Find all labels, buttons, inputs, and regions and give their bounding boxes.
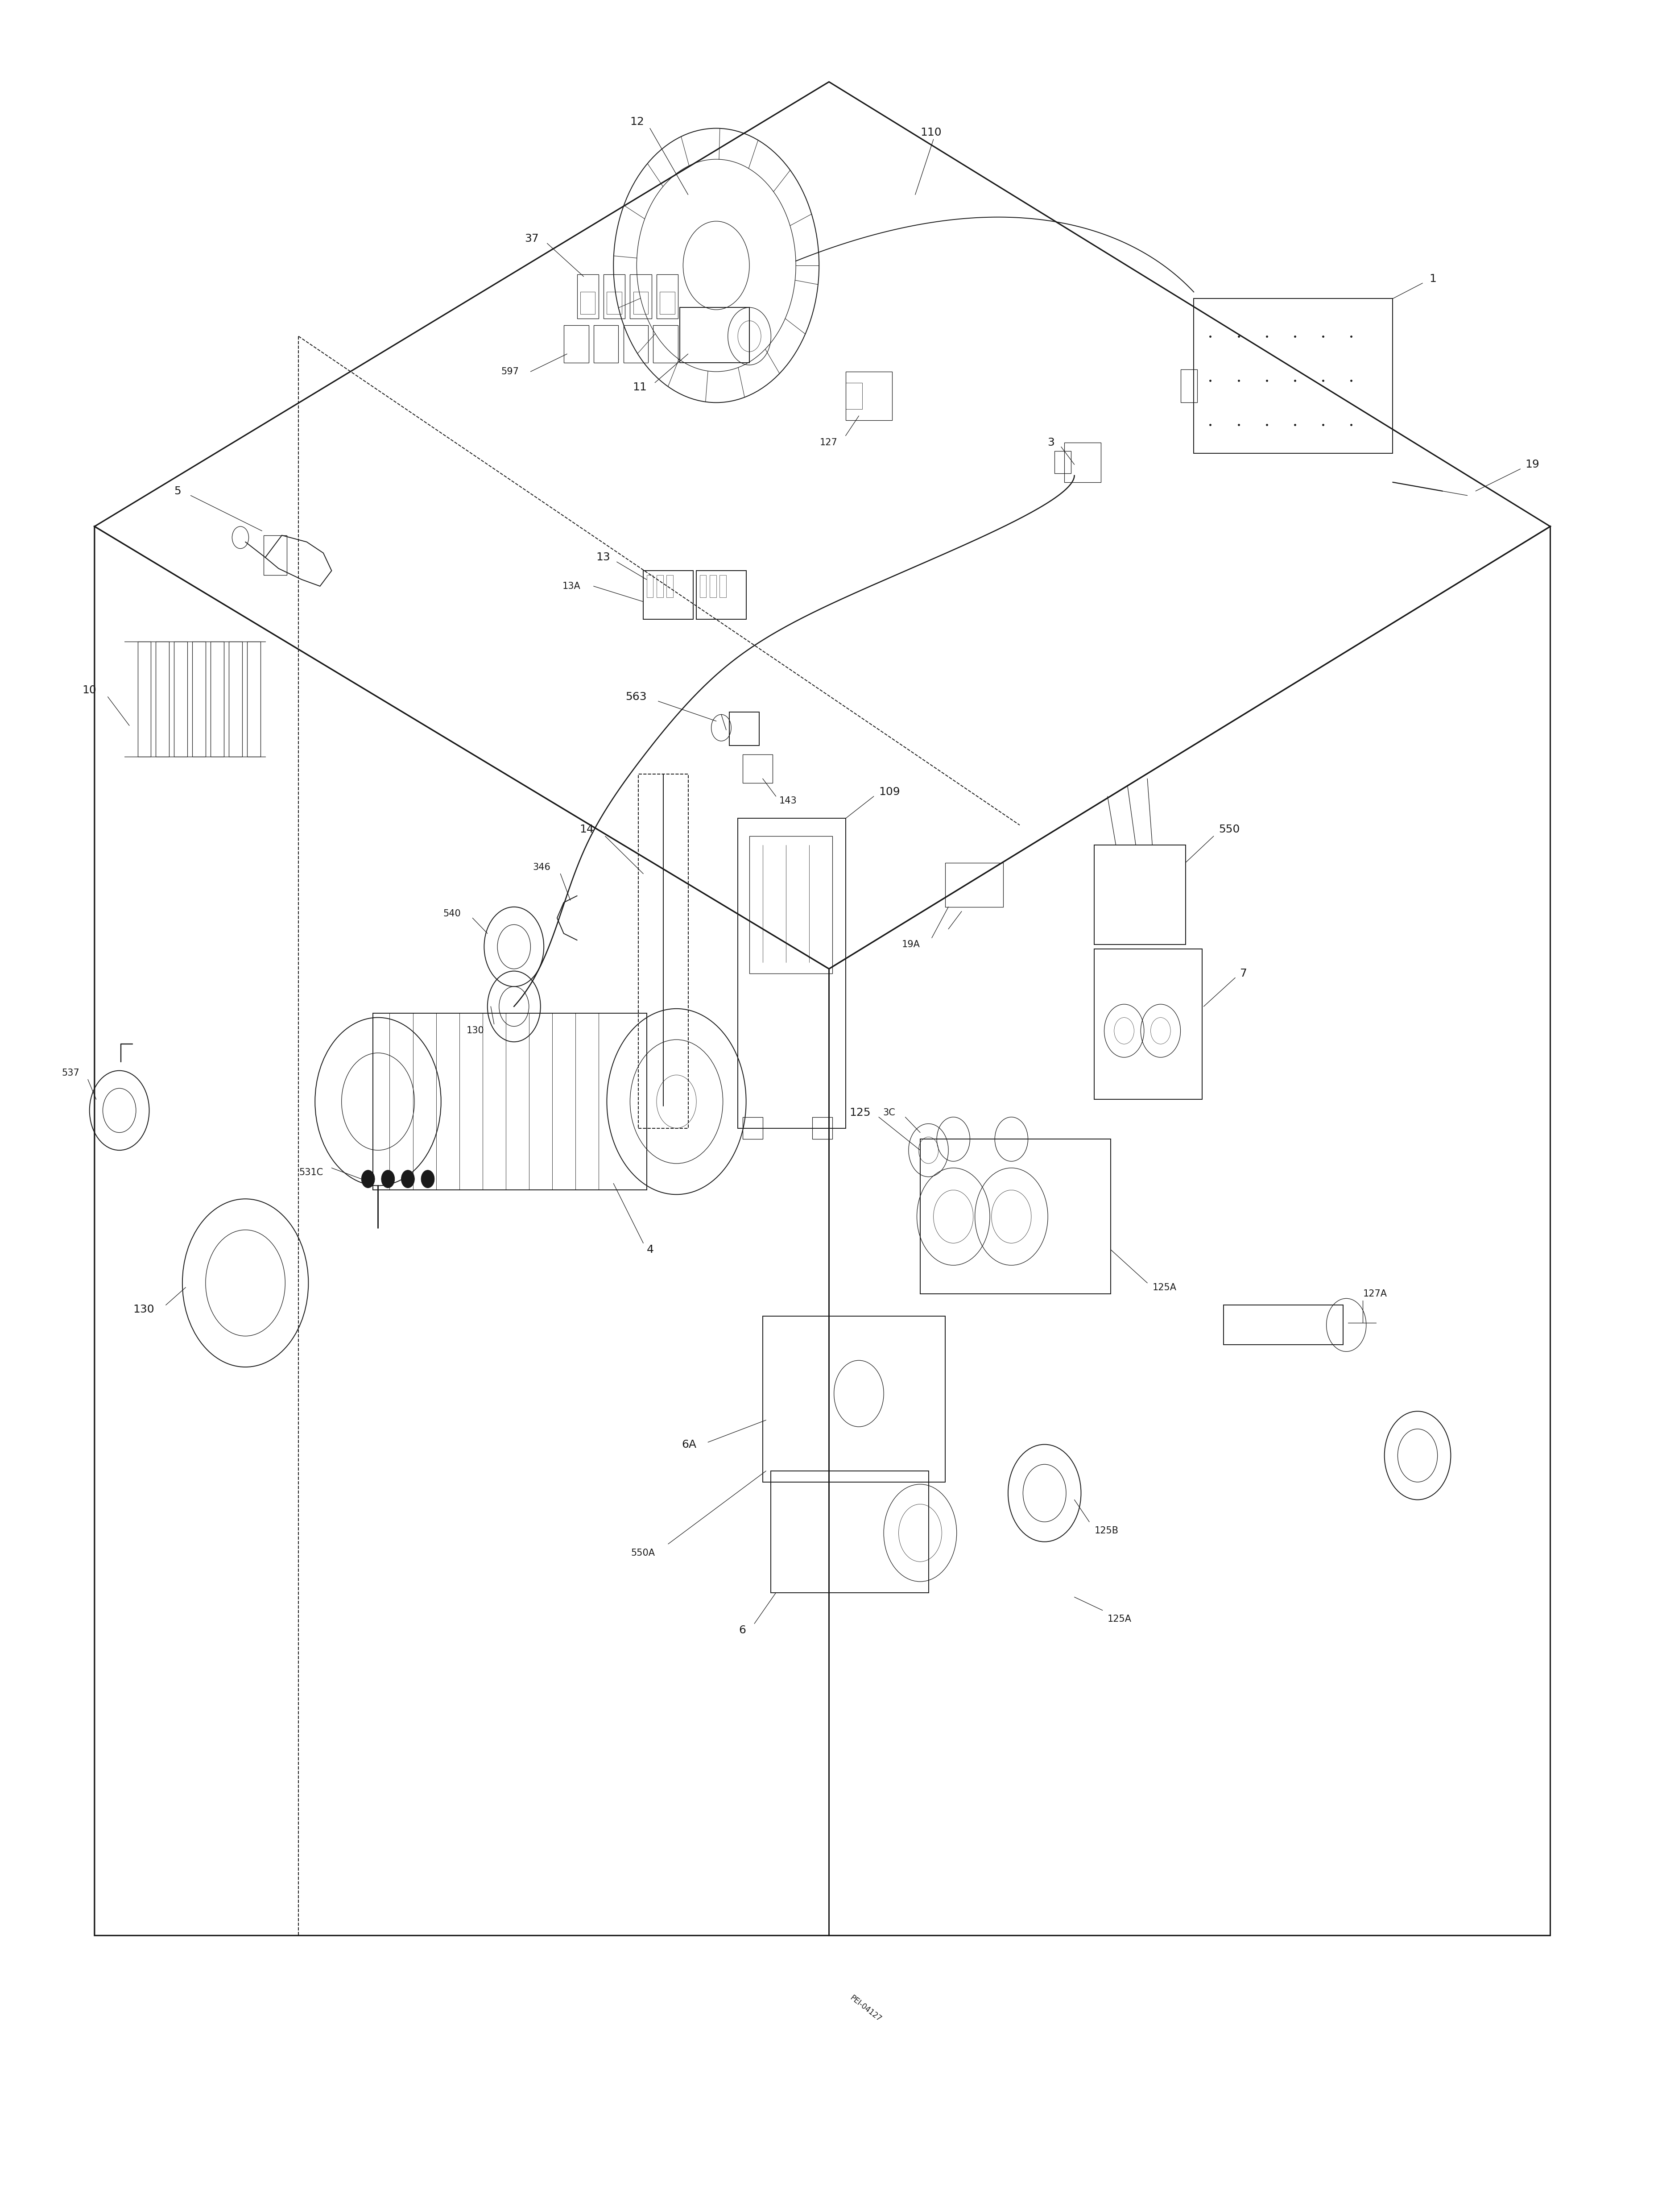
- Text: 4: 4: [647, 1245, 653, 1254]
- Polygon shape: [95, 82, 1550, 969]
- Bar: [607, 292, 622, 314]
- Text: 11: 11: [632, 383, 647, 392]
- Text: 19A: 19A: [902, 940, 920, 949]
- Text: 550A: 550A: [630, 1548, 655, 1557]
- Bar: [156, 641, 169, 757]
- Bar: [373, 1013, 647, 1190]
- Bar: [1054, 451, 1071, 473]
- Bar: [696, 571, 746, 619]
- Text: 5: 5: [174, 487, 181, 495]
- Text: 537: 537: [61, 1068, 80, 1077]
- Text: 14: 14: [579, 825, 594, 834]
- Bar: [771, 1471, 928, 1593]
- Bar: [700, 575, 706, 597]
- Bar: [580, 292, 595, 314]
- Bar: [660, 292, 675, 314]
- Bar: [720, 575, 726, 597]
- Text: PEI-04127: PEI-04127: [849, 1993, 882, 2024]
- Text: 563: 563: [625, 692, 647, 701]
- Text: 130: 130: [466, 1026, 484, 1035]
- Text: 12: 12: [630, 117, 645, 126]
- Bar: [1194, 299, 1393, 453]
- Text: 130: 130: [133, 1305, 154, 1314]
- Bar: [604, 274, 625, 319]
- Text: 346: 346: [532, 863, 550, 872]
- Text: 37: 37: [524, 234, 539, 243]
- Text: 127A: 127A: [1363, 1290, 1388, 1298]
- Bar: [211, 641, 224, 757]
- Circle shape: [381, 1170, 395, 1188]
- Bar: [577, 274, 599, 319]
- Bar: [1064, 442, 1101, 482]
- Bar: [229, 641, 242, 757]
- Bar: [667, 575, 673, 597]
- Bar: [945, 863, 1003, 907]
- Bar: [594, 325, 618, 363]
- Text: 127: 127: [819, 438, 837, 447]
- Bar: [623, 325, 648, 363]
- Text: 1: 1: [1429, 274, 1436, 283]
- Bar: [247, 641, 260, 757]
- Bar: [657, 575, 663, 597]
- Polygon shape: [829, 526, 1550, 1936]
- Text: 125: 125: [849, 1108, 870, 1117]
- Bar: [763, 1316, 945, 1482]
- Bar: [138, 641, 151, 757]
- Bar: [638, 774, 688, 1128]
- Bar: [633, 292, 648, 314]
- Text: 6A: 6A: [681, 1440, 696, 1449]
- Text: 550: 550: [1219, 825, 1240, 834]
- Bar: [738, 818, 846, 1128]
- Text: 540: 540: [443, 909, 461, 918]
- Bar: [657, 274, 678, 319]
- Bar: [846, 372, 892, 420]
- Bar: [846, 383, 862, 409]
- Bar: [1180, 369, 1197, 403]
- Bar: [680, 307, 749, 363]
- Polygon shape: [95, 526, 829, 1936]
- Text: 597: 597: [501, 367, 519, 376]
- Bar: [174, 641, 187, 757]
- Text: 7: 7: [1240, 969, 1247, 978]
- Text: 13: 13: [595, 553, 610, 562]
- Text: 110: 110: [920, 128, 942, 137]
- Bar: [1224, 1305, 1343, 1345]
- Bar: [812, 1117, 832, 1139]
- Text: 125A: 125A: [1152, 1283, 1177, 1292]
- Circle shape: [421, 1170, 434, 1188]
- Bar: [743, 754, 773, 783]
- Bar: [710, 575, 716, 597]
- Text: 3: 3: [1048, 438, 1054, 447]
- Bar: [1094, 845, 1185, 945]
- Circle shape: [361, 1170, 375, 1188]
- Bar: [192, 641, 206, 757]
- Text: 125A: 125A: [1108, 1615, 1132, 1624]
- Text: 531C: 531C: [298, 1168, 323, 1177]
- Bar: [730, 712, 759, 745]
- Text: 13A: 13A: [562, 582, 580, 591]
- Bar: [647, 575, 653, 597]
- Circle shape: [401, 1170, 414, 1188]
- Bar: [920, 1139, 1111, 1294]
- Bar: [564, 325, 589, 363]
- Bar: [653, 325, 678, 363]
- Text: 109: 109: [879, 787, 900, 796]
- Bar: [643, 571, 693, 619]
- Bar: [749, 836, 832, 973]
- Text: 125B: 125B: [1094, 1526, 1119, 1535]
- Bar: [743, 1117, 763, 1139]
- Bar: [264, 535, 287, 575]
- Text: 6: 6: [739, 1626, 746, 1635]
- Text: 3C: 3C: [884, 1108, 895, 1117]
- Text: 143: 143: [779, 796, 797, 805]
- Text: 19: 19: [1525, 460, 1540, 469]
- Bar: [1094, 949, 1202, 1099]
- Text: 10: 10: [81, 686, 96, 695]
- Bar: [630, 274, 652, 319]
